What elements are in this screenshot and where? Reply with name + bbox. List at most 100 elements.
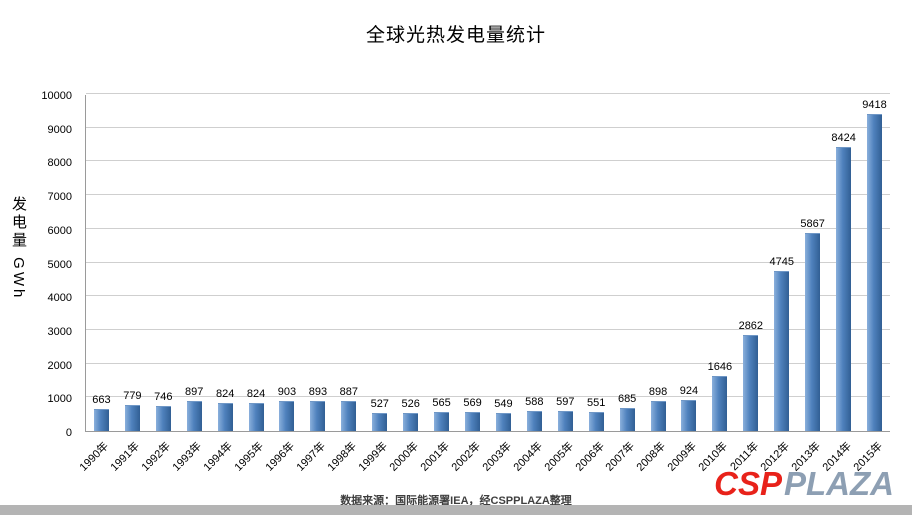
bar-slot: 8424 [828, 95, 859, 431]
bar-value-label: 5867 [800, 218, 825, 231]
bar: 5867 [800, 218, 825, 431]
gridline [86, 328, 890, 330]
bar-value-label: 2862 [738, 319, 764, 332]
bar-value-label: 551 [587, 397, 606, 410]
gridline [86, 160, 890, 162]
bar: 526 [401, 398, 420, 431]
bar: 824 [216, 388, 234, 431]
bar-slot: 588 [519, 95, 550, 431]
bar-slot: 897 [179, 95, 210, 431]
bar: 924 [680, 385, 698, 431]
gridline [86, 396, 890, 398]
bar: 597 [556, 396, 574, 431]
bar: 549 [494, 398, 513, 431]
y-axis-tick-labels: 0 1000 2000 3000 4000 5000 6000 7000 8000 9000 100… [28, 90, 80, 439]
bar: 527 [371, 398, 389, 431]
bar-value-label: 8424 [831, 132, 856, 145]
bar: 887 [340, 386, 358, 431]
gridline [86, 261, 890, 263]
y-axis-tick-label: 6000 [47, 224, 72, 237]
bar-slot: 2862 [735, 95, 766, 431]
bar-value-label: 526 [401, 398, 420, 411]
bar-slot: 887 [333, 95, 364, 431]
bar-slot: 569 [457, 95, 488, 431]
bar-value-label: 569 [463, 396, 482, 409]
bar-slot: 1646 [704, 95, 735, 431]
plot-area: 663 779 746 897 824 824 903 893 887 527 526 565 569 5… [85, 93, 890, 432]
y-axis-title: 发电量 GWh [10, 196, 27, 301]
bar: 893 [309, 386, 327, 431]
bar-slot: 746 [148, 95, 179, 431]
bar-value-label: 887 [339, 386, 359, 399]
y-axis-tick-label: 8000 [47, 157, 72, 170]
y-axis-tick-label: 0 [65, 427, 72, 439]
y-axis-tick-label: 2000 [47, 359, 72, 372]
bar: 897 [185, 386, 203, 431]
bar-value-label: 685 [617, 392, 637, 405]
bar-series: 663 779 746 897 824 824 903 893 887 527 526 565 569 5… [86, 95, 890, 431]
bar-value-label: 597 [556, 395, 575, 408]
bar: 824 [247, 388, 265, 431]
bar-value-label: 898 [648, 385, 668, 398]
bar-value-label: 746 [154, 390, 173, 403]
bar-value-label: 903 [277, 385, 297, 398]
logo-plaza-text: PLAZA [784, 465, 894, 502]
bar-slot: 4745 [766, 95, 797, 431]
bar-slot: 551 [581, 95, 612, 431]
bar: 4745 [769, 256, 794, 431]
bar-value-label: 527 [370, 398, 389, 411]
bar-value-label: 565 [432, 396, 451, 409]
bar: 551 [587, 397, 605, 431]
chart-title: 全球光热发电量统计 [365, 25, 546, 46]
bar: 588 [525, 396, 544, 431]
bar-value-label: 9418 [862, 98, 887, 111]
bar: 685 [618, 393, 636, 431]
bar: 569 [463, 397, 482, 431]
data-source-note: 数据来源：国际能源署IEA，经CSPPLAZA整理 [340, 495, 572, 507]
bar-slot: 685 [612, 95, 643, 431]
bar-slot: 898 [643, 95, 674, 431]
bar-value-label: 897 [185, 385, 204, 398]
bar: 2862 [739, 320, 763, 431]
bar-value-label: 824 [246, 388, 266, 401]
bar-slot: 526 [395, 95, 426, 431]
bar-slot: 5867 [797, 95, 828, 431]
x-axis-tick-label: 1990年 [77, 440, 112, 474]
gridline [86, 295, 890, 297]
bar: 898 [649, 386, 667, 431]
bar-slot: 9418 [859, 95, 890, 431]
bar-slot: 779 [117, 95, 148, 431]
bar: 9418 [862, 99, 887, 431]
bar-value-label: 1646 [707, 360, 733, 373]
bar-value-label: 893 [308, 385, 328, 398]
bar-value-label: 663 [92, 393, 111, 406]
bar: 1646 [708, 361, 732, 431]
y-axis-tick-label: 9000 [47, 123, 72, 136]
bar-value-label: 924 [679, 384, 699, 397]
gridline [86, 362, 890, 364]
gridline [86, 194, 890, 196]
gridline [86, 227, 890, 229]
bar-slot: 824 [210, 95, 241, 431]
y-axis-tick-label: 5000 [47, 258, 72, 271]
y-axis-tick-label: 10000 [41, 90, 72, 102]
y-axis-tick-label: 1000 [47, 393, 72, 406]
bar-slot: 565 [426, 95, 457, 431]
bar-slot: 527 [364, 95, 395, 431]
bar-value-label: 4745 [769, 256, 794, 269]
y-axis-tick-label: 7000 [47, 191, 72, 204]
bar: 903 [278, 386, 296, 431]
bar-slot: 663 [86, 95, 117, 431]
bar-slot: 924 [674, 95, 705, 431]
bar: 8424 [831, 132, 856, 431]
bar-value-label: 779 [123, 389, 142, 402]
y-axis-tick-label: 4000 [47, 292, 72, 305]
bar: 779 [123, 390, 142, 431]
bar-slot: 597 [550, 95, 581, 431]
bar-value-label: 824 [215, 388, 235, 401]
bar-slot: 824 [241, 95, 272, 431]
gridline [86, 93, 890, 94]
bar: 565 [432, 397, 451, 431]
cspplaza-logo: CSPPLAZA [714, 467, 894, 500]
